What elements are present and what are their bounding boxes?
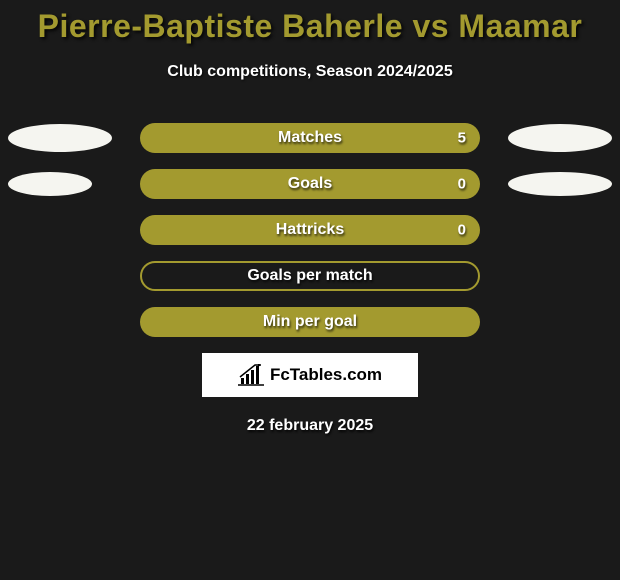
stat-bar: Matches 5 <box>140 123 480 153</box>
right-ellipse <box>508 124 612 152</box>
stat-row: Goals 0 <box>0 169 620 199</box>
subtitle: Club competitions, Season 2024/2025 <box>0 63 620 81</box>
stat-label: Hattricks <box>276 221 344 239</box>
stat-label: Goals per match <box>247 267 372 285</box>
comparison-card: Pierre-Baptiste Baherle vs Maamar Club c… <box>0 0 620 435</box>
stat-row: Hattricks 0 <box>0 215 620 245</box>
logo-box[interactable]: FcTables.com <box>202 353 418 397</box>
right-ellipse <box>508 172 612 196</box>
stat-row: Min per goal <box>0 307 620 337</box>
left-ellipse <box>8 172 92 196</box>
stat-label: Min per goal <box>263 313 357 331</box>
stat-value: 5 <box>458 130 466 147</box>
stat-label: Matches <box>278 129 342 147</box>
stats-list: Matches 5 Goals 0 Hattricks 0 Goals per match M… <box>0 123 620 337</box>
stat-bar: Goals 0 <box>140 169 480 199</box>
stat-value: 0 <box>458 176 466 193</box>
logo-text: FcTables.com <box>270 365 382 385</box>
page-title: Pierre-Baptiste Baherle vs Maamar <box>0 8 620 45</box>
stat-bar: Goals per match <box>140 261 480 291</box>
stat-bar: Min per goal <box>140 307 480 337</box>
stat-bar: Hattricks 0 <box>140 215 480 245</box>
left-ellipse <box>8 124 112 152</box>
stat-row: Goals per match <box>0 261 620 291</box>
date-text: 22 february 2025 <box>0 417 620 435</box>
stat-value: 0 <box>458 222 466 239</box>
bar-chart-icon <box>238 364 264 386</box>
stat-row: Matches 5 <box>0 123 620 153</box>
stat-label: Goals <box>288 175 332 193</box>
